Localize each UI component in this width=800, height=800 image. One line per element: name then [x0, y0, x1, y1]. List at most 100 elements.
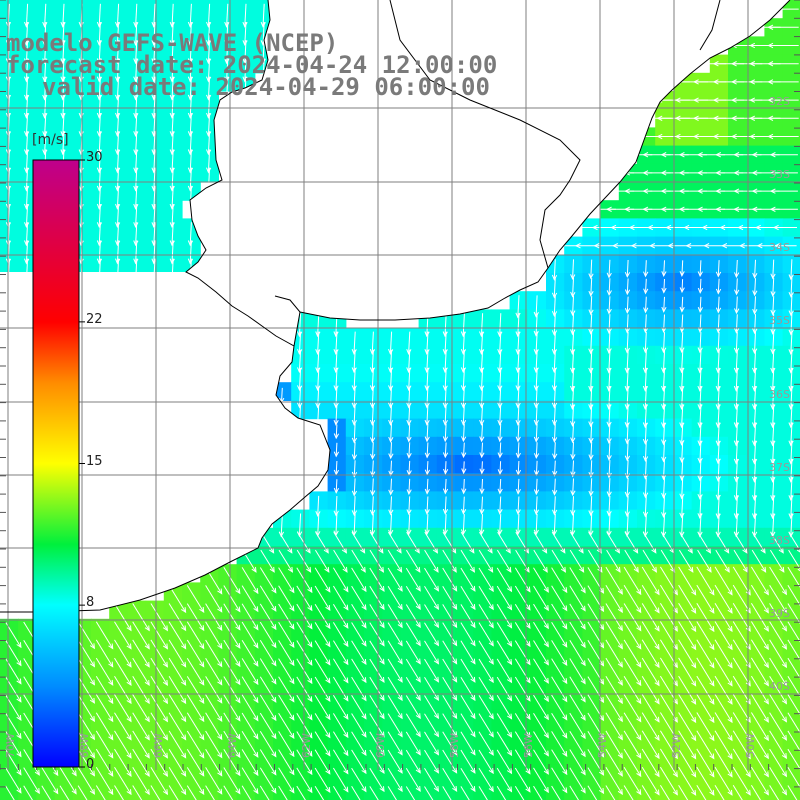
wind-arrow — [553, 277, 556, 298]
wind-arrow — [554, 460, 556, 476]
wind-arrow — [98, 167, 101, 191]
wind-arrow — [787, 712, 800, 734]
wind-arrow — [608, 495, 611, 516]
wind-arrow — [424, 695, 439, 719]
wind-arrow — [641, 694, 660, 723]
wind-arrow — [444, 404, 447, 425]
wind-arrow — [787, 730, 800, 752]
wind-arrow — [95, 748, 114, 777]
wind-arrow — [168, 712, 187, 740]
wind-arrow — [207, 94, 211, 118]
wind-arrow — [514, 694, 531, 720]
wind-arrow — [717, 367, 720, 391]
wind-arrow — [517, 478, 520, 494]
wind-arrow — [189, 240, 192, 264]
wind-arrow — [699, 440, 702, 463]
wind-arrow — [497, 531, 511, 554]
wind-arrow — [98, 76, 101, 100]
wind-arrow — [369, 658, 385, 683]
wind-arrow — [408, 423, 411, 442]
wind-arrow — [772, 422, 775, 446]
wind-arrow — [278, 712, 295, 739]
wind-arrow — [481, 478, 483, 494]
wind-arrow — [590, 496, 593, 516]
wind-arrow — [171, 222, 174, 246]
wind-arrow — [207, 3, 211, 27]
wind-arrow — [406, 531, 420, 554]
wind-arrow — [278, 694, 295, 721]
wind-arrow — [769, 566, 787, 595]
wind-arrow — [571, 331, 575, 354]
wind-arrow — [735, 422, 738, 446]
wind-arrow — [514, 567, 531, 592]
wind-arrow — [626, 259, 629, 277]
wind-arrow — [478, 549, 494, 573]
wind-arrow — [753, 476, 757, 500]
wind-arrow — [44, 76, 47, 100]
wind-arrow — [772, 313, 775, 334]
wind-arrow — [641, 621, 660, 650]
wind-arrow — [186, 767, 205, 795]
wind-arrow — [478, 767, 494, 792]
wind-arrow — [499, 442, 502, 458]
wind-arrow — [114, 694, 132, 722]
wind-arrow — [754, 331, 756, 354]
wind-arrow — [605, 676, 623, 704]
wind-arrow — [499, 496, 502, 514]
wind-arrow — [608, 478, 611, 497]
wind-arrow — [569, 658, 586, 684]
wind-arrow — [369, 731, 385, 756]
wind-arrow — [442, 531, 457, 554]
wind-arrow — [114, 621, 132, 649]
wind-arrow — [150, 767, 168, 795]
wind-arrow — [442, 549, 457, 573]
wind-arrow — [150, 639, 168, 668]
wind-arrow — [769, 657, 787, 686]
wind-arrow — [678, 621, 697, 650]
wind-arrow — [226, 40, 229, 64]
wind-arrow — [717, 513, 720, 537]
wind-arrow — [424, 677, 439, 701]
wind-arrow — [714, 712, 733, 741]
wind-arrow — [426, 367, 429, 391]
wind-arrow — [678, 766, 697, 796]
wind-arrow — [790, 440, 793, 464]
wind-arrow — [514, 749, 531, 774]
wind-arrow — [478, 622, 494, 646]
wind-arrow — [116, 40, 120, 64]
wind-arrow — [296, 767, 313, 793]
longitude-label: 64W — [226, 733, 239, 758]
wind-arrow — [241, 658, 259, 685]
wind-arrow — [168, 603, 187, 631]
wind-arrow — [135, 94, 138, 118]
wind-arrow — [535, 295, 538, 317]
wind-arrow — [533, 785, 543, 800]
wind-arrow — [205, 730, 223, 758]
wind-arrow — [460, 676, 476, 701]
wind-arrow — [753, 385, 757, 409]
wind-arrow — [480, 313, 484, 337]
wind-arrow — [514, 713, 531, 738]
wind-arrow — [442, 786, 452, 800]
wind-arrow — [696, 621, 715, 650]
wind-arrow — [460, 622, 476, 646]
wind-arrow — [317, 404, 320, 425]
wind-arrow — [353, 367, 356, 391]
wind-arrow — [644, 314, 647, 333]
wind-arrow — [424, 640, 439, 664]
wind-arrow — [280, 513, 283, 537]
wind-arrow — [587, 730, 604, 757]
wind-arrow — [608, 314, 611, 334]
wind-arrow — [787, 566, 800, 588]
wind-arrow — [590, 349, 593, 373]
wind-arrow — [62, 40, 65, 64]
wind-arrow — [278, 621, 295, 648]
wind-arrow — [371, 496, 374, 515]
wind-arrow — [696, 603, 715, 632]
wind-arrow — [335, 331, 338, 354]
wind-arrow — [681, 422, 684, 445]
wind-arrow — [62, 3, 65, 27]
wind-arrow — [499, 461, 502, 474]
wind-arrow — [624, 549, 639, 573]
wind-arrow — [205, 639, 223, 667]
